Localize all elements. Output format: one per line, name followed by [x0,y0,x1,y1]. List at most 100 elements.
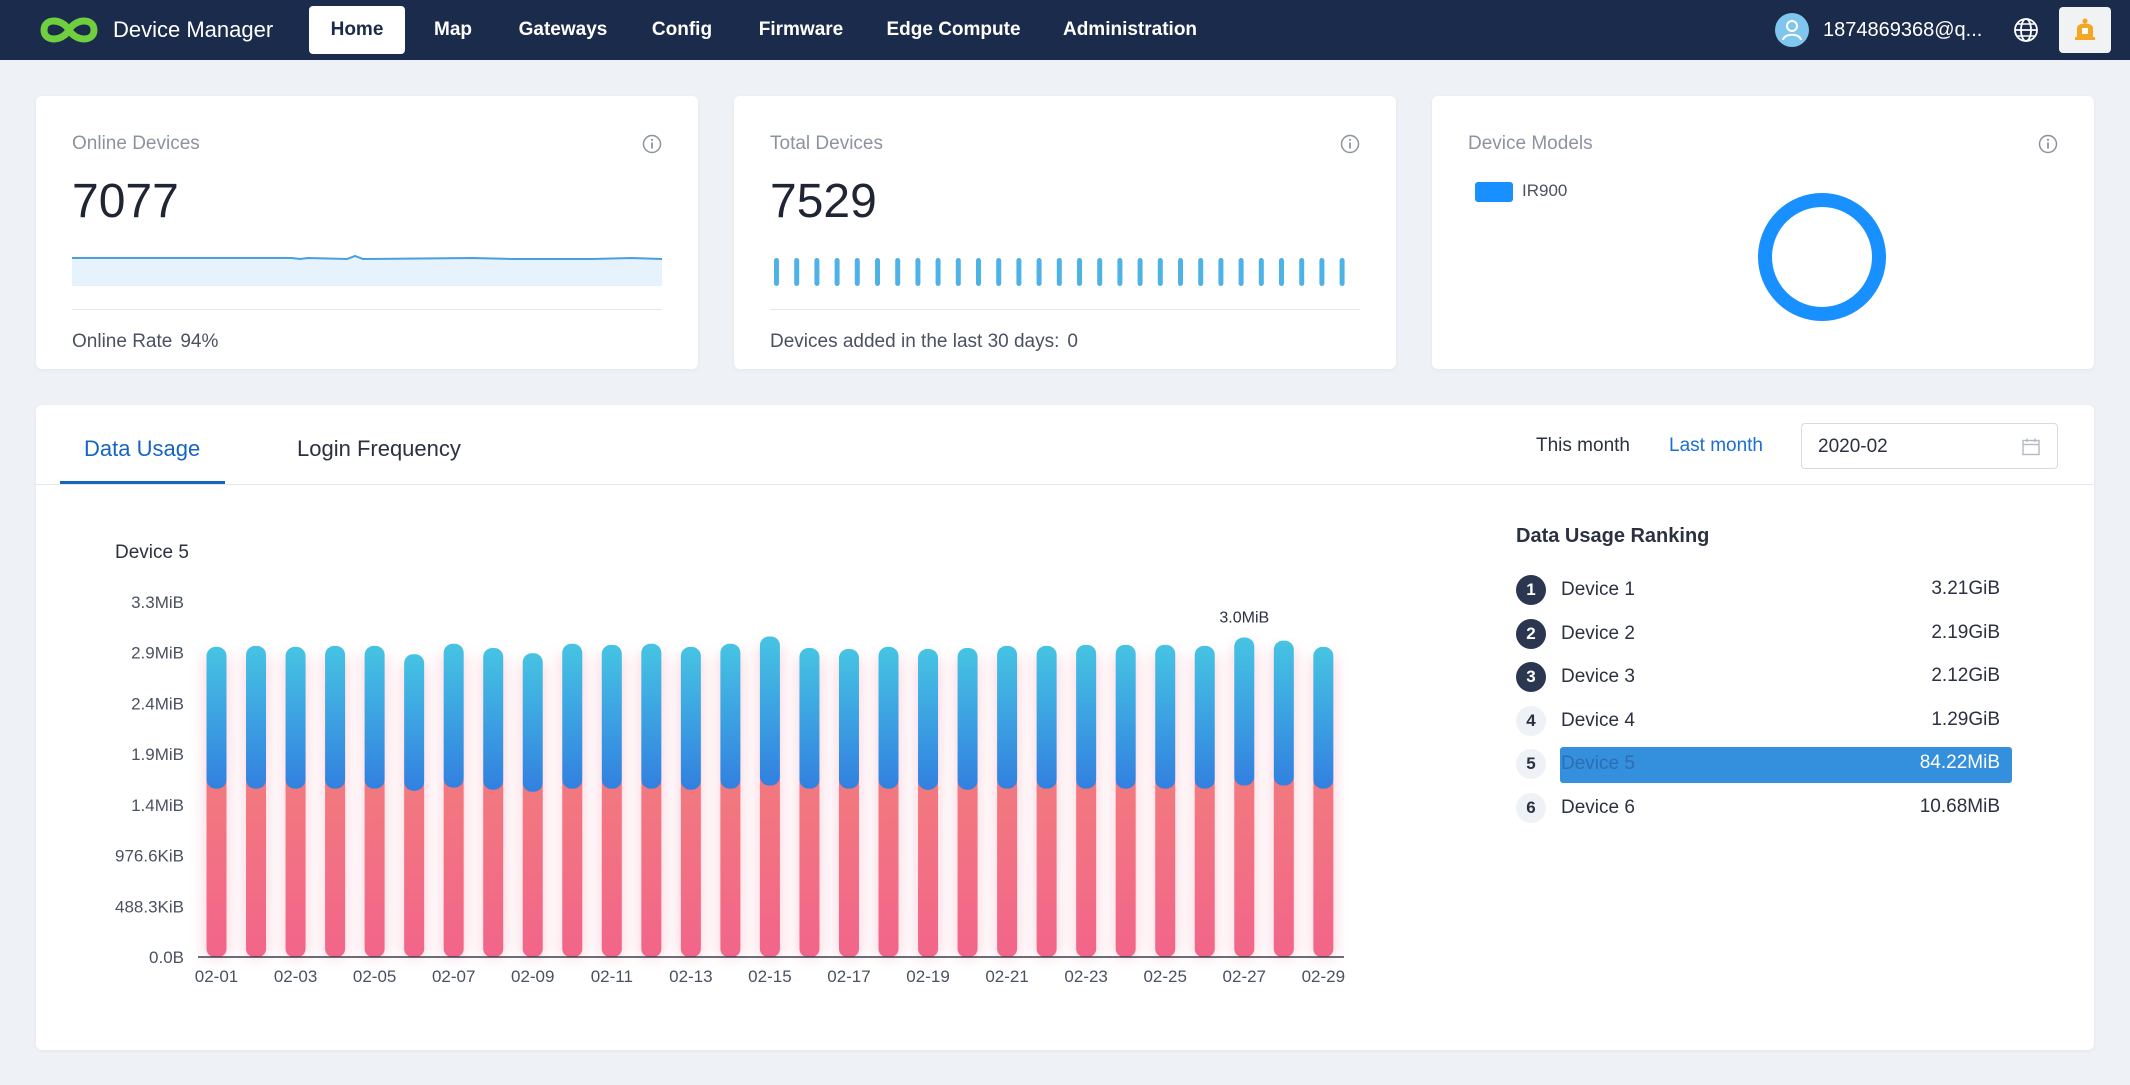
bar-lower-segment[interactable] [918,775,939,957]
minibar [1299,258,1305,286]
ranking-row-1[interactable]: 1 Device 1 3.21GiB [1516,573,2012,607]
bar-upper-segment[interactable] [957,647,978,790]
bar-upper-segment[interactable] [246,645,267,789]
bar-lower-segment[interactable] [404,776,425,957]
minibar [1339,258,1345,286]
rank-device-name: Device 1 [1561,579,1635,600]
info-icon[interactable] [1340,134,1360,154]
bar-lower-segment[interactable] [680,775,701,957]
bar-upper-segment[interactable] [1115,644,1136,789]
nav-gateways[interactable]: Gateways [518,19,608,40]
user-avatar-icon[interactable] [1775,13,1809,47]
nav-map[interactable]: Map [434,19,472,40]
ranking-row-5[interactable]: 5 Device 5 84.22MiB [1516,747,2012,783]
device-models-donut[interactable] [1754,189,1890,325]
bar-upper-segment[interactable] [404,654,425,791]
bar-lower-segment[interactable] [957,775,978,957]
bar-upper-segment[interactable] [799,647,820,789]
nav-home[interactable]: Home [309,6,405,54]
infinity-logo-icon[interactable] [36,14,102,47]
bar-upper-segment[interactable] [838,649,859,789]
devices-added-label: Devices added in the last 30 days: [770,331,1060,352]
bar-lower-segment[interactable] [1194,774,1215,957]
ranking-row-4[interactable]: 4 Device 4 1.29GiB [1516,704,2012,738]
bar-lower-segment[interactable] [325,774,346,957]
nav-firmware[interactable]: Firmware [758,19,844,40]
bar-upper-segment[interactable] [1194,645,1215,789]
bar-lower-segment[interactable] [285,774,306,957]
nav-administration[interactable]: Administration [1062,19,1198,40]
nav-edge-compute[interactable]: Edge Compute [886,19,1021,40]
bar-lower-segment[interactable] [601,774,622,957]
bar-lower-segment[interactable] [246,774,267,957]
info-icon[interactable] [642,134,662,154]
minibar [1056,258,1062,286]
bar-upper-segment[interactable] [997,645,1018,789]
ranking-row-6[interactable]: 6 Device 6 10.68MiB [1516,791,2012,825]
bar-lower-segment[interactable] [1155,774,1176,957]
bar-upper-segment[interactable] [759,636,780,786]
online-devices-count: 7077 [72,175,179,228]
bar-upper-segment[interactable] [325,645,346,789]
bar-lower-segment[interactable] [1076,774,1097,957]
bar-upper-segment[interactable] [1036,645,1057,789]
bar-upper-segment[interactable] [285,646,306,789]
info-icon[interactable] [2038,134,2058,154]
bar-lower-segment[interactable] [1313,774,1334,957]
bar-lower-segment[interactable] [364,774,385,957]
month-picker[interactable]: 2020-02 [1801,423,2058,469]
bar-lower-segment[interactable] [562,774,583,957]
bar-upper-segment[interactable] [918,649,939,790]
bar-upper-segment[interactable] [601,644,622,789]
tab-login-frequency[interactable]: Login Frequency [297,436,461,461]
bar-upper-segment[interactable] [522,653,543,792]
bar-upper-segment[interactable] [483,647,504,790]
bar-lower-segment[interactable] [1115,774,1136,957]
notification-button[interactable] [2059,7,2111,53]
bar-lower-segment[interactable] [878,774,899,957]
minibar [1218,258,1224,286]
bar-lower-segment[interactable] [1036,774,1057,957]
bar-upper-segment[interactable] [206,646,227,789]
ranking-row-2[interactable]: 2 Device 2 2.19GiB [1516,617,2012,651]
bar-upper-segment[interactable] [1155,644,1176,789]
bar-lower-segment[interactable] [1234,771,1255,957]
tab-data-usage[interactable]: Data Usage [84,436,201,461]
bar-upper-segment[interactable] [1076,644,1097,789]
bar-lower-segment[interactable] [641,774,662,957]
bar-upper-segment[interactable] [1273,640,1294,786]
this-month-option[interactable]: This month [1536,435,1630,456]
bar-lower-segment[interactable] [443,773,464,957]
x-tick-label: 02-13 [669,967,712,986]
bar-upper-segment[interactable] [680,646,701,790]
bar-upper-segment[interactable] [641,643,662,789]
user-account-name[interactable]: 1874869368@q... [1823,19,1983,41]
brand-name[interactable]: Device Manager [113,17,274,42]
bar-lower-segment[interactable] [522,777,543,957]
bar-upper-segment[interactable] [443,643,464,788]
bar-lower-segment[interactable] [997,774,1018,957]
legend-label-ir900[interactable]: IR900 [1522,181,1568,200]
bar-upper-segment[interactable] [562,643,583,789]
bar-lower-segment[interactable] [799,774,820,957]
x-tick-label: 02-27 [1223,967,1266,986]
bar-lower-segment[interactable] [483,775,504,957]
globe-icon[interactable] [2013,17,2039,43]
bar-lower-segment[interactable] [759,771,780,957]
bar-lower-segment[interactable] [206,774,227,957]
bar-lower-segment[interactable] [1273,771,1294,957]
nav-config[interactable]: Config [651,19,713,40]
bar-upper-segment[interactable] [720,643,741,789]
bar-upper-segment[interactable] [1313,646,1334,789]
bar-upper-segment[interactable] [364,645,385,789]
ranking-row-3[interactable]: 3 Device 3 2.12GiB [1516,660,2012,694]
last-month-option[interactable]: Last month [1669,435,1763,456]
bar-upper-segment[interactable] [1234,637,1255,786]
bar-upper-segment[interactable] [878,646,899,789]
bar-lower-segment[interactable] [720,774,741,957]
x-tick-label: 02-07 [432,967,475,986]
ranking-highlight-bar [1560,747,2012,783]
bar-lower-segment[interactable] [838,774,859,957]
legend-swatch-ir900[interactable] [1475,182,1513,202]
rank-usage-value: 2.12GiB [1931,665,2000,686]
